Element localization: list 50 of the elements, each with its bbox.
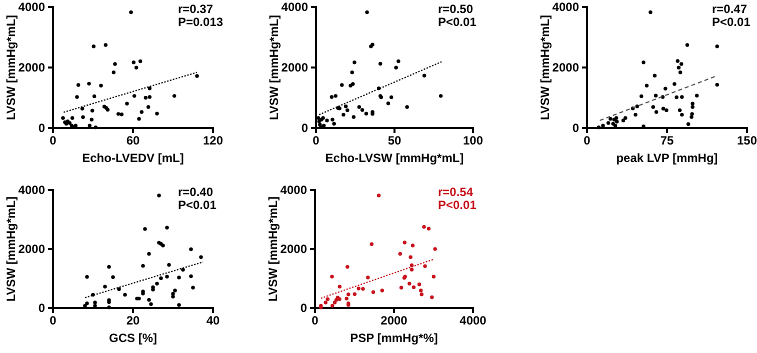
x-tick-label: 150 <box>736 134 757 148</box>
x-tick-label: 100 <box>462 134 484 148</box>
x-tick-label: 60 <box>126 134 140 148</box>
y-tick-label: 0 <box>38 300 46 315</box>
x-axis-title: peak LVP [mmHg] <box>616 151 718 165</box>
y-tick-label: 0 <box>301 120 308 135</box>
x-tick-label: 0 <box>50 134 57 148</box>
x-tick-label: 75 <box>660 134 674 148</box>
annotation: r=0.54 <box>438 185 474 199</box>
annotation: r=0.37 <box>178 2 214 16</box>
y-tick-label: 0 <box>38 120 46 135</box>
annotation: P<0.01 <box>438 15 477 29</box>
annotation: P<0.01 <box>178 198 217 212</box>
annotation: r=0.40 <box>178 185 214 199</box>
y-axis-title: LVSW [mmHg*mL] <box>4 196 18 302</box>
y-tick-label: 2000 <box>18 242 46 256</box>
y-tick-label: 4000 <box>552 0 580 14</box>
x-tick-label: 20 <box>126 314 140 328</box>
x-axis-title: Echo-LVSW [mmHg*mL] <box>325 151 464 165</box>
x-tick-label: 40 <box>206 314 220 328</box>
x-tick-label: 0 <box>584 134 591 148</box>
y-axis-title: LVSW [mmHg*mL] <box>266 196 280 302</box>
annotation: P<0.01 <box>712 15 751 29</box>
x-tick-label: 0 <box>50 314 57 328</box>
annotation: r=0.47 <box>712 2 748 16</box>
x-tick-label: 0 <box>312 314 319 328</box>
x-axis-title: Echo-LVEDV [mL] <box>82 151 184 165</box>
y-axis-title: LVSW [mmHg*mL] <box>267 14 281 120</box>
x-tick-label: 0 <box>312 134 320 148</box>
y-tick-label: 0 <box>572 120 580 135</box>
y-tick-label: 0 <box>300 300 308 315</box>
x-tick-label: 4000 <box>460 314 487 328</box>
x-tick-label: 2000 <box>380 314 408 328</box>
y-axis-title: LVSW [mmHg*mL] <box>538 14 552 120</box>
y-tick-label: 2000 <box>281 60 308 74</box>
y-tick-label: 4000 <box>280 182 308 197</box>
y-tick-label: 2000 <box>552 60 580 74</box>
annotation: P<0.01 <box>438 198 477 212</box>
y-tick-label: 4000 <box>18 0 46 14</box>
y-tick-label: 4000 <box>281 0 308 14</box>
x-tick-label: 120 <box>202 134 224 148</box>
y-tick-label: 4000 <box>18 182 46 197</box>
x-tick-label: 50 <box>388 134 402 148</box>
y-tick-label: 2000 <box>280 242 308 256</box>
y-tick-label: 2000 <box>18 60 46 74</box>
annotation: P=0.013 <box>178 15 224 29</box>
x-axis-title: PSP [mmHg*%] <box>350 331 438 345</box>
annotation: r=0.50 <box>438 2 474 16</box>
y-axis-title: LVSW [mmHg*mL] <box>4 14 18 120</box>
x-axis-title: GCS [%] <box>109 331 158 345</box>
